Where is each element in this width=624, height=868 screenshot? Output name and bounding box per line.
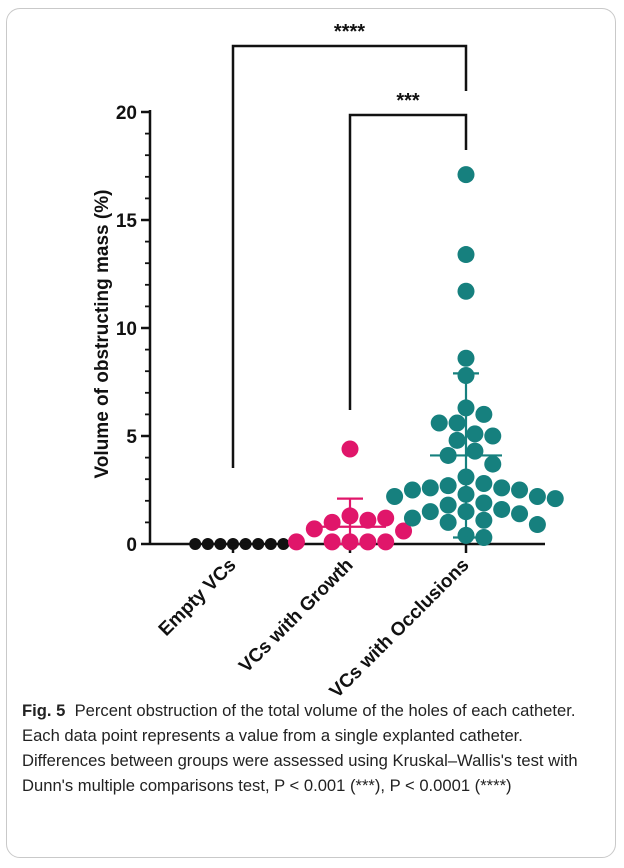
data-point [287, 533, 305, 551]
data-point [511, 481, 529, 499]
y-tick-label: 20 [116, 103, 137, 124]
data-point [457, 282, 475, 300]
data-point [466, 425, 484, 443]
data-point [386, 487, 404, 505]
data-point [493, 479, 511, 497]
data-point [403, 481, 421, 499]
data-point [305, 520, 323, 538]
data-point [323, 513, 341, 531]
data-point [359, 511, 377, 529]
data-point [264, 538, 277, 550]
data-point [484, 427, 502, 445]
data-point [475, 405, 493, 423]
caption-label: Fig. 5 [22, 701, 66, 720]
significance-bracket [231, 44, 468, 468]
data-point [528, 487, 546, 505]
data-point [277, 538, 290, 550]
data-point [448, 414, 466, 432]
data-point [421, 479, 439, 497]
data-point [439, 477, 457, 495]
data-point [457, 349, 475, 367]
scatter-plot: 0 5 10 15 20 Volume of obstructing mass (%) Em… [92, 21, 564, 700]
data-point [457, 166, 475, 184]
data-point [511, 505, 529, 523]
y-axis-label: Volume of obstructing mass (%) [92, 190, 113, 479]
data-point [448, 431, 466, 449]
x-category-label: Empty VCs [155, 555, 241, 641]
data-point [475, 529, 493, 547]
significance-label: **** [334, 21, 365, 43]
data-point [377, 533, 395, 551]
data-point [528, 516, 546, 534]
data-point [359, 533, 377, 551]
data-point [439, 513, 457, 531]
figure-frame [6, 8, 616, 858]
data-point [403, 509, 421, 527]
data-point [421, 503, 439, 521]
data-point [395, 522, 413, 540]
data-point [475, 475, 493, 493]
data-point [484, 455, 502, 473]
data-point [475, 494, 493, 512]
data-point [439, 496, 457, 514]
data-point [189, 538, 202, 550]
y-tick-label: 0 [126, 535, 137, 556]
data-point [493, 500, 511, 518]
caption-text: Percent obstruction of the total volume … [22, 701, 578, 795]
data-point [323, 533, 341, 551]
significance-label: *** [396, 90, 420, 112]
data-point [377, 509, 395, 527]
data-point [475, 511, 493, 529]
figure-caption: Fig. 5 Percent obstruction of the total … [22, 698, 607, 798]
y-tick-label: 10 [116, 319, 137, 340]
y-tick-label: 15 [116, 211, 138, 232]
significance-bracket [348, 113, 468, 410]
data-point [466, 442, 484, 460]
data-point [457, 246, 475, 264]
data-point [546, 490, 564, 508]
data-point [430, 414, 448, 432]
y-tick-label: 5 [126, 427, 137, 448]
x-category-label: VCs with Growth [235, 555, 357, 677]
data-point [341, 440, 359, 458]
